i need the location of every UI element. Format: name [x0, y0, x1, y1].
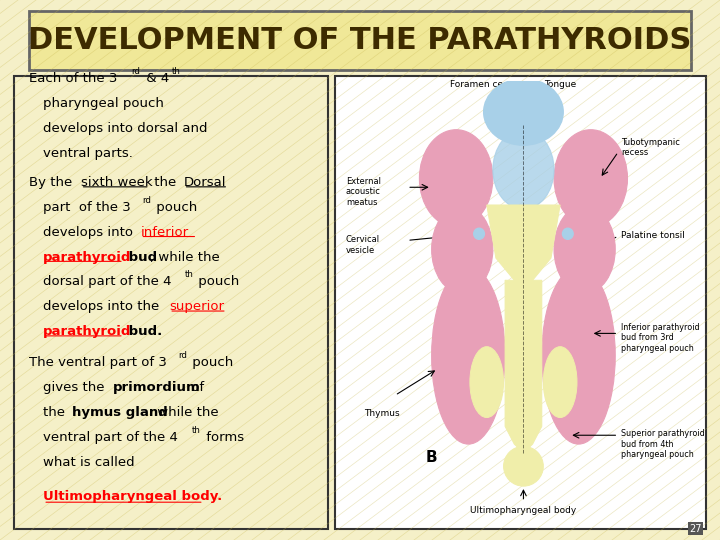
Text: hymus gland: hymus gland	[72, 406, 168, 419]
Text: Palatine tonsil: Palatine tonsil	[621, 232, 685, 240]
Text: the: the	[150, 176, 181, 189]
Text: Cervical
vesicle: Cervical vesicle	[346, 235, 380, 254]
Text: bud: bud	[124, 251, 157, 264]
Polygon shape	[505, 280, 541, 453]
Text: ventral parts.: ventral parts.	[43, 147, 133, 160]
Text: forms: forms	[202, 431, 245, 444]
Ellipse shape	[432, 267, 505, 444]
Text: B: B	[426, 450, 437, 465]
Text: sixth week: sixth week	[81, 176, 152, 189]
Polygon shape	[487, 205, 560, 289]
Ellipse shape	[484, 79, 563, 145]
Text: th: th	[184, 271, 193, 279]
Text: pouch: pouch	[188, 356, 233, 369]
FancyBboxPatch shape	[14, 76, 328, 529]
Text: 27: 27	[690, 523, 702, 534]
Text: the: the	[43, 406, 69, 419]
Text: part  of the 3: part of the 3	[43, 201, 131, 214]
Text: develops into: develops into	[43, 226, 138, 239]
Ellipse shape	[544, 347, 577, 417]
Text: parathyroid: parathyroid	[43, 325, 132, 338]
Text: th: th	[192, 426, 201, 435]
Text: The ventral part of 3: The ventral part of 3	[29, 356, 166, 369]
Text: gives the: gives the	[43, 381, 109, 394]
Text: Thymus: Thymus	[364, 409, 400, 417]
Text: inferior: inferior	[140, 226, 189, 239]
Ellipse shape	[419, 130, 493, 227]
Text: rd: rd	[142, 196, 150, 205]
Text: develops into the: develops into the	[43, 300, 163, 313]
Text: develops into dorsal and: develops into dorsal and	[43, 122, 207, 135]
Text: Superior parathyroid
bud from 4th
pharyngeal pouch: Superior parathyroid bud from 4th pharyn…	[621, 429, 705, 459]
Text: By the: By the	[29, 176, 76, 189]
FancyBboxPatch shape	[29, 11, 691, 70]
Ellipse shape	[541, 267, 615, 444]
Text: while the: while the	[153, 406, 218, 419]
Text: rd: rd	[178, 352, 186, 360]
Text: Tongue: Tongue	[544, 80, 576, 89]
Ellipse shape	[470, 347, 503, 417]
Text: bud.: bud.	[124, 325, 162, 338]
Text: Ultimopharyngeal body: Ultimopharyngeal body	[470, 506, 577, 515]
Ellipse shape	[493, 130, 554, 210]
Ellipse shape	[432, 205, 493, 294]
Text: pharyngeal pouch: pharyngeal pouch	[43, 97, 164, 110]
Text: parathyroid: parathyroid	[43, 251, 132, 264]
Text: DEVELOPMENT OF THE PARATHYROIDS: DEVELOPMENT OF THE PARATHYROIDS	[28, 26, 692, 55]
Text: ventral part of the 4: ventral part of the 4	[43, 431, 178, 444]
Text: superior: superior	[169, 300, 224, 313]
Text: Foramen cecum: Foramen cecum	[451, 80, 523, 89]
Text: pouch: pouch	[152, 201, 197, 214]
Text: what is called: what is called	[43, 456, 135, 469]
Text: th: th	[171, 67, 180, 76]
Text: Dorsal: Dorsal	[184, 176, 226, 189]
Ellipse shape	[503, 446, 544, 486]
Text: Each of the 3: Each of the 3	[29, 72, 117, 85]
Text: pouch: pouch	[194, 275, 240, 288]
Text: primordium: primordium	[113, 381, 201, 394]
Text: External
acoustic
meatus: External acoustic meatus	[346, 177, 381, 207]
Text: of: of	[187, 381, 204, 394]
Ellipse shape	[474, 228, 485, 239]
Text: rd: rd	[131, 67, 140, 76]
Text: dorsal part of the 4: dorsal part of the 4	[43, 275, 171, 288]
Text: Inferior parathyroid
bud from 3rd
pharyngeal pouch: Inferior parathyroid bud from 3rd pharyn…	[621, 323, 700, 353]
Ellipse shape	[554, 205, 615, 294]
Text: , while the: , while the	[150, 251, 220, 264]
Text: & 4: & 4	[142, 72, 169, 85]
Text: Ultimopharyngeal body.: Ultimopharyngeal body.	[43, 490, 222, 503]
Ellipse shape	[554, 130, 628, 227]
Ellipse shape	[562, 228, 573, 239]
Text: Tubotympanic
recess: Tubotympanic recess	[621, 138, 680, 157]
FancyBboxPatch shape	[335, 76, 706, 529]
